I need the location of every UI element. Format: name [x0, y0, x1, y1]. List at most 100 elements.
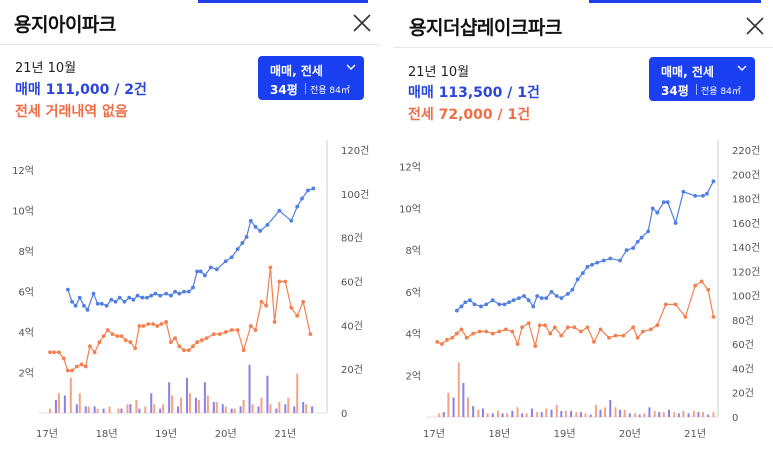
price-point: [711, 179, 716, 184]
selector-separator: [305, 83, 306, 94]
price-point: [300, 196, 304, 201]
price-point: [248, 324, 253, 328]
volume-bar: [48, 408, 51, 413]
volume-bar: [57, 393, 60, 413]
volume-bar: [296, 373, 299, 413]
volume-bar: [153, 404, 156, 413]
y-left-tick-label: 8억: [405, 245, 421, 257]
price-point: [277, 279, 282, 284]
volume-bar: [447, 392, 450, 417]
price-point: [673, 221, 678, 225]
y-right-tick-label: 20건: [732, 388, 754, 400]
trade-type-selector[interactable]: 매매, 전세 34평 전용 84㎡: [649, 57, 755, 101]
apartment-panel-left: 용지아이파크 21년 10월 매매 111,000 / 2건 전세 거래내역 없…: [0, 0, 380, 453]
volume-bar: [305, 404, 308, 413]
volume-bar: [623, 409, 626, 417]
volume-bar: [540, 412, 543, 417]
volume-bar: [477, 409, 480, 417]
price-point: [146, 322, 151, 326]
price-point: [598, 327, 603, 332]
price-point: [661, 200, 666, 205]
price-chart: 12억 10억 8억 6억 4억 2억 120건 100건 80건 60건 40건 20건 0 17년 18…: [12, 140, 369, 440]
price-point: [608, 256, 613, 261]
y-right-tick-label: 180건: [732, 194, 760, 206]
y-left-tick-label: 2억: [18, 368, 34, 380]
volume-bar: [206, 395, 209, 413]
price-point: [565, 292, 570, 296]
price-line: [456, 181, 714, 312]
price-point: [565, 325, 570, 330]
volume-bar: [555, 404, 558, 417]
volume-bar: [248, 364, 251, 413]
volume-bar: [560, 410, 563, 417]
price-point: [464, 335, 469, 340]
price-point: [155, 324, 160, 328]
price-point: [526, 321, 531, 326]
volume-bar: [117, 408, 120, 413]
price-point: [113, 299, 118, 304]
apartment-panel-right: 용지더샵레이크파크 21년 10월 매매 113,500 / 1건 전세 72,…: [393, 0, 773, 453]
x-tick-label: 20년: [215, 428, 237, 440]
volume-bar: [69, 377, 72, 413]
price-point: [572, 325, 577, 330]
price-point: [182, 348, 186, 353]
volume-bar: [257, 406, 260, 413]
price-point: [92, 350, 97, 355]
y-right-tick-label: 160건: [732, 218, 760, 230]
price-point: [186, 348, 191, 353]
volume-bar: [126, 404, 129, 413]
price-point: [177, 291, 182, 296]
price-point: [295, 313, 300, 318]
price-point: [648, 327, 653, 332]
price-point: [665, 200, 670, 205]
price-point: [641, 329, 645, 334]
price-point: [520, 325, 525, 330]
price-point: [99, 301, 104, 306]
volume-bar: [224, 406, 227, 413]
price-point: [97, 340, 102, 345]
volume-bar: [550, 409, 553, 417]
close-icon[interactable]: [744, 15, 766, 37]
price-point: [85, 307, 90, 312]
price-point: [79, 362, 84, 367]
selector-area: 전용 84㎡: [701, 87, 741, 97]
close-icon[interactable]: [351, 12, 373, 34]
volume-bar: [668, 409, 671, 417]
price-point: [585, 325, 590, 330]
price-point: [552, 325, 557, 330]
volume-bar: [545, 408, 548, 417]
price-point: [705, 191, 709, 196]
y-right-tick-label: 200건: [732, 169, 760, 181]
volume-bar: [496, 410, 499, 417]
header-divider: [393, 47, 773, 48]
y-right-tick-label: 0: [341, 409, 347, 420]
price-point: [503, 327, 508, 332]
volume-bar: [452, 397, 455, 417]
volume-bar: [203, 382, 206, 413]
y-left-tick-label: 12억: [12, 165, 34, 177]
price-line: [49, 267, 311, 372]
volume-bar: [293, 406, 296, 413]
price-point: [65, 287, 70, 292]
y-right-tick-label: 80건: [341, 233, 363, 245]
trade-date: 21년 10월: [408, 65, 470, 80]
volume-bar: [634, 413, 637, 417]
volume-bar: [536, 412, 539, 417]
price-point: [265, 222, 270, 227]
trade-type-selector[interactable]: 매매, 전세 34평 전용 84㎡: [258, 56, 364, 100]
y-right-tick-label: 100건: [341, 189, 369, 201]
price-point: [490, 298, 495, 303]
x-tick-label: 18년: [488, 428, 510, 440]
panel-title: 용지더샵레이크파크: [409, 17, 562, 39]
x-tick-label: 17년: [36, 428, 58, 440]
volume-bar: [457, 362, 460, 417]
price-point: [439, 342, 444, 346]
selector-separator: [696, 84, 697, 95]
y-right-tick-label: 0: [732, 413, 738, 424]
y-right-tick-label: 120건: [341, 145, 369, 157]
volume-bar: [619, 409, 622, 417]
price-point: [655, 210, 660, 215]
x-tick-label: 21년: [274, 428, 296, 440]
volume-bar: [135, 399, 138, 413]
price-point: [618, 258, 622, 263]
